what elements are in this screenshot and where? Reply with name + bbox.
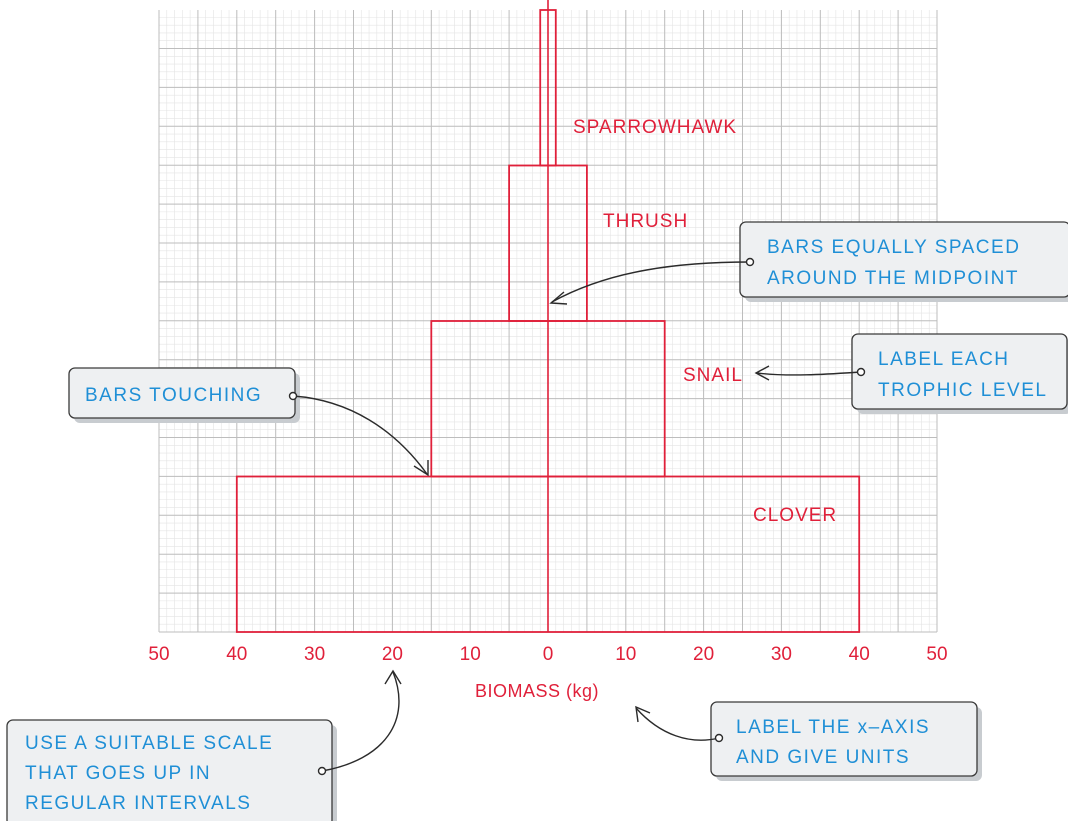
x-tick-label: 30 xyxy=(304,644,325,665)
svg-text:LABEL EACH: LABEL EACH xyxy=(878,349,1010,370)
note-bars-touching: BARS TOUCHING xyxy=(68,367,429,477)
x-tick-label: 50 xyxy=(148,644,169,665)
x-tick-label: 10 xyxy=(615,644,636,665)
x-tick-label: 30 xyxy=(771,644,792,665)
x-tick-label: 10 xyxy=(460,644,481,665)
svg-text:LABEL THE x–AXIS: LABEL THE x–AXIS xyxy=(736,717,930,738)
x-tick-label: 40 xyxy=(849,644,870,665)
x-tick-label: 20 xyxy=(382,644,403,665)
note-bars-equally-spaced: BARS EQUALLY SPACED AROUND THE MIDPOINT xyxy=(549,221,1068,305)
note-label-x-axis: LABEL THE x–AXIS AND GIVE UNITS xyxy=(635,701,982,781)
svg-text:AROUND THE MIDPOINT: AROUND THE MIDPOINT xyxy=(767,268,1019,289)
x-tick-label: 40 xyxy=(226,644,247,665)
svg-text:REGULAR INTERVALS: REGULAR INTERVALS xyxy=(25,793,251,814)
x-axis-ticks: 50 40 30 20 10 0 10 20 30 40 50 xyxy=(148,644,947,665)
x-axis-label: BIOMASS (kg) xyxy=(475,681,599,701)
svg-text:BARS EQUALLY SPACED: BARS EQUALLY SPACED xyxy=(767,237,1020,258)
level-label-clover: CLOVER xyxy=(753,505,837,526)
svg-text:TROPHIC LEVEL: TROPHIC LEVEL xyxy=(878,380,1047,401)
svg-text:USE A SUITABLE SCALE: USE A SUITABLE SCALE xyxy=(25,733,273,754)
level-label-snail: SNAIL xyxy=(683,365,743,386)
level-labels: SPARROWHAWK THRUSH SNAIL CLOVER xyxy=(573,117,837,526)
svg-text:THAT GOES UP IN: THAT GOES UP IN xyxy=(25,763,211,784)
level-label-thrush: THRUSH xyxy=(603,211,688,232)
note-label-each-level: LABEL EACH TROPHIC LEVEL xyxy=(754,333,1068,414)
note-suitable-scale: USE A SUITABLE SCALE THAT GOES UP IN REG… xyxy=(6,669,402,821)
x-tick-label: 50 xyxy=(926,644,947,665)
x-tick-label: 20 xyxy=(693,644,714,665)
x-tick-label: 0 xyxy=(543,644,554,665)
level-label-sparrowhawk: SPARROWHAWK xyxy=(573,117,737,138)
svg-text:BARS TOUCHING: BARS TOUCHING xyxy=(85,385,262,406)
svg-text:AND GIVE UNITS: AND GIVE UNITS xyxy=(736,747,910,768)
